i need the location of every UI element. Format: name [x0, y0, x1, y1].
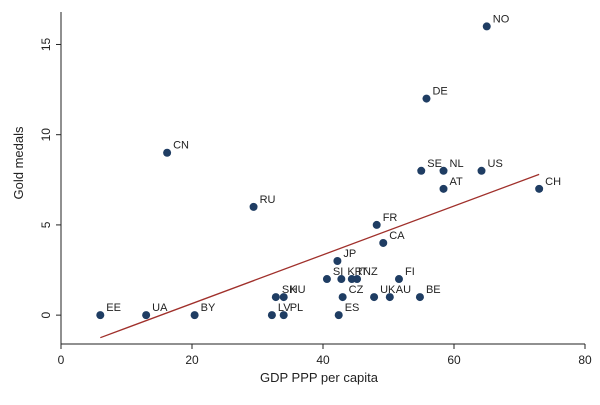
data-point-fi [394, 275, 403, 284]
data-point-pl [279, 311, 288, 320]
fit-line [100, 173, 540, 339]
data-point-ee [96, 311, 105, 320]
data-point-label-uk: UK [380, 284, 396, 296]
y-axis-label: Gold medals [11, 126, 26, 199]
y-tick-label: 5 [39, 221, 53, 228]
data-point-jp [333, 257, 342, 265]
data-point-label-es: ES [345, 302, 360, 314]
data-point-ch [535, 184, 544, 193]
data-point-at [439, 184, 448, 193]
data-point-label-ca: CA [389, 230, 405, 242]
data-point-sk [271, 293, 280, 302]
x-tick-label: 60 [447, 353, 461, 367]
data-point-ca [379, 238, 388, 247]
data-point-label-pl: PL [290, 302, 303, 314]
x-tick-label: 80 [578, 353, 592, 367]
data-point-label-de: DE [432, 86, 447, 98]
data-point-label-hu: HU [290, 284, 306, 296]
data-point-ua [142, 311, 151, 320]
data-point-label-nl: NL [450, 158, 464, 170]
data-point-label-fi: FI [405, 266, 415, 278]
y-ticks: 0 5 10 15 [39, 37, 61, 318]
data-point-se [417, 166, 426, 175]
data-point-label-by: BY [201, 302, 216, 314]
data-point-cn [163, 148, 172, 157]
x-tick-label: 20 [185, 353, 199, 367]
data-point-lv [267, 311, 276, 320]
data-point-label-at: AT [450, 176, 464, 188]
data-point-label-ru: RU [260, 194, 276, 206]
y-tick-label: 0 [39, 311, 53, 318]
data-point-by [190, 311, 199, 320]
x-tick-label: 0 [58, 353, 65, 367]
data-point-au [385, 293, 394, 302]
data-point-be [415, 293, 424, 302]
data-point-label-ch: CH [545, 176, 561, 188]
data-point-label-jp: JP [343, 248, 356, 260]
y-tick-label: 10 [39, 128, 53, 142]
data-point-label-au: AU [396, 284, 411, 296]
data-point-label-si: SI [333, 266, 343, 278]
data-point-fr [372, 220, 381, 229]
data-point-nz [353, 275, 362, 284]
data-point-label-us: US [488, 158, 503, 170]
data-point-si [322, 275, 331, 284]
data-point-label-no: NO [493, 13, 510, 25]
data-point-label-ee: EE [106, 302, 121, 314]
y-tick-label: 15 [39, 37, 53, 51]
data-point-de [422, 94, 431, 103]
data-point-label-cn: CN [173, 140, 189, 152]
data-point-uk [370, 293, 379, 302]
data-point-ru [249, 202, 258, 211]
data-point-label-se: SE [427, 158, 442, 170]
data-points [96, 22, 544, 320]
data-point-label-fr: FR [383, 212, 398, 224]
data-point-label-be: BE [426, 284, 441, 296]
data-point-label-kr: KR [347, 266, 362, 278]
data-point-label-sk: SK [282, 284, 297, 296]
data-point-no [482, 22, 491, 31]
data-point-label-lv: LV [278, 302, 291, 314]
data-point-hu [279, 293, 288, 302]
data-point-cz [338, 293, 347, 302]
data-point-label-it: IT [358, 266, 368, 278]
data-point-label-nz: NZ [363, 266, 378, 278]
data-point-es [334, 311, 343, 320]
data-point-kr [337, 275, 346, 284]
data-point-label-cz: CZ [349, 284, 364, 296]
x-axis-label: GDP PPP per capita [260, 370, 379, 385]
data-point-label-ua: UA [152, 302, 168, 314]
x-ticks: 0 20 40 60 80 [58, 344, 592, 367]
data-point-us [477, 166, 486, 175]
x-tick-label: 40 [316, 353, 330, 367]
data-point-nl [439, 166, 448, 175]
